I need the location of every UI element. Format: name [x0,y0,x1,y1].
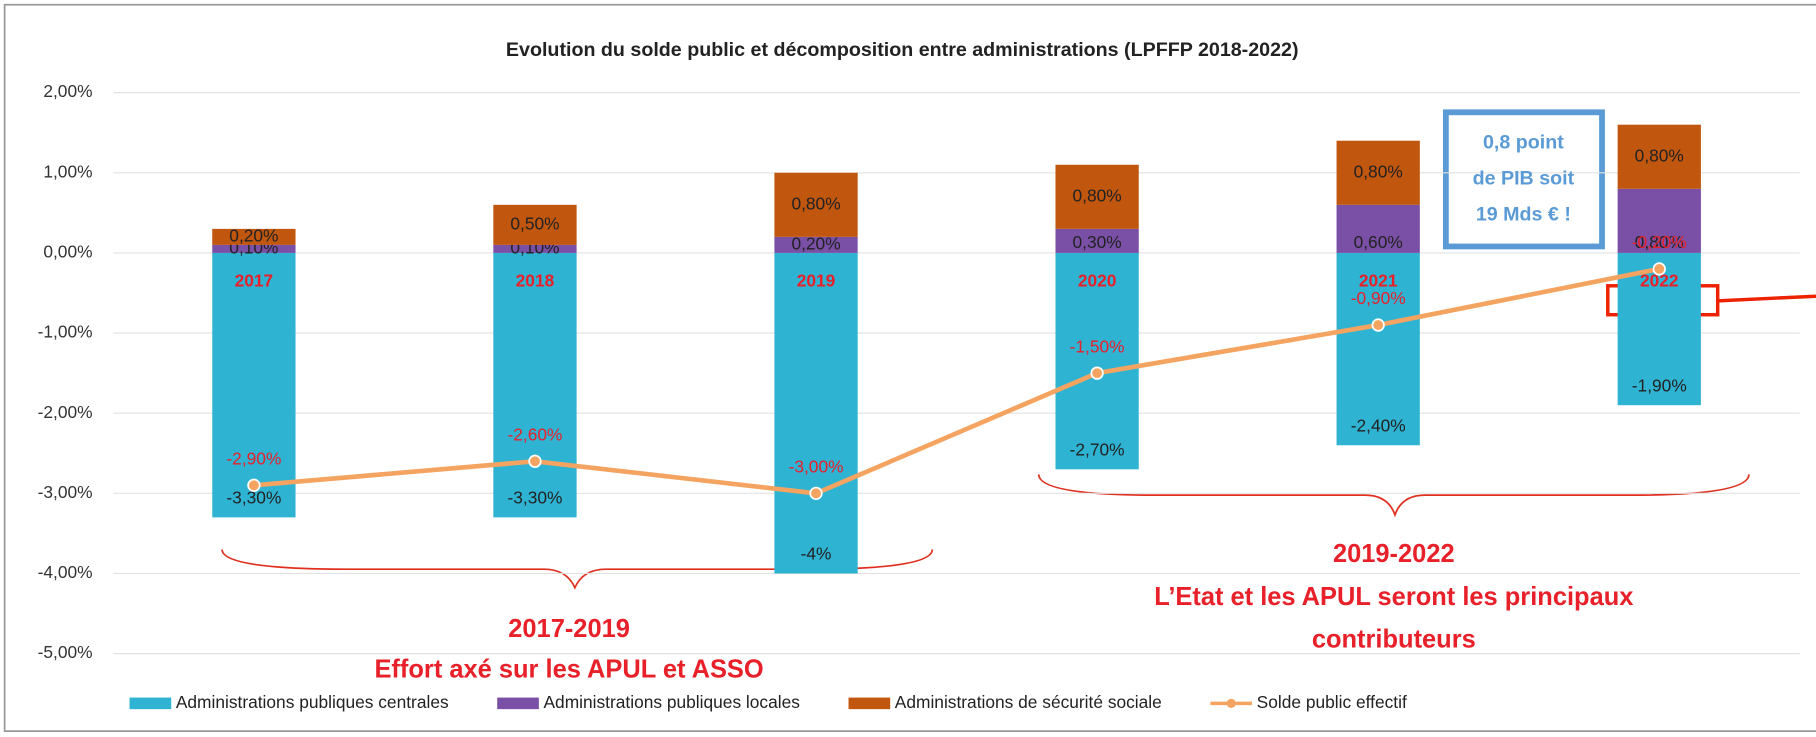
bar-segment [212,228,296,245]
bar-segment [1055,164,1139,229]
data-label: 0,80% [791,193,840,213]
line-label: -0,20% [1632,232,1687,252]
category-label: 2021 [1359,270,1398,290]
bar-segment [1055,228,1139,253]
data-label: 0,80% [1635,145,1684,165]
y-tick-label: 2,00% [43,81,92,101]
y-tick-label: -1,00% [38,322,93,342]
category-label: 2019 [797,270,836,290]
bar-segment [1617,124,1701,189]
callout-box [1442,109,1605,250]
data-label: -2,70% [1070,439,1125,459]
chart-title: Evolution du solde public et décompositi… [506,39,1299,61]
line-series [253,266,1660,496]
data-label: 0,20% [791,233,840,253]
data-label: 0,60% [1354,232,1403,252]
bar-segment [774,172,858,237]
data-label: -2,40% [1351,415,1406,435]
line-point [247,478,261,492]
chart-frame [3,3,1816,732]
line-label: -2,60% [507,424,562,444]
data-label: -4% [801,544,832,564]
legend-marker [1226,698,1236,708]
y-tick-label: 1,00% [43,161,92,181]
line-label: -2,90% [226,448,281,468]
data-label: -3,30% [507,487,562,507]
legend-label: Solde public effectif [1257,692,1407,712]
line-label: -1,50% [1070,336,1125,356]
category-label: 2017 [235,270,274,290]
bar-segment [1055,252,1139,470]
annotation-text: 2019-2022 [1333,540,1455,568]
annotation-text: contributeurs [1312,626,1476,654]
bar-segment [493,204,577,245]
line-point [528,454,542,468]
legend-label: Administrations de sécurité sociale [895,692,1162,712]
y-tick-label: -3,00% [38,482,93,502]
y-tick-label: -5,00% [38,642,93,662]
data-label: 0,20% [229,225,278,245]
line-point [1371,318,1385,332]
data-label: 0,80% [1354,161,1403,181]
bar-segment [1336,204,1420,253]
bar-segment [1336,252,1420,446]
data-label: 0,30% [1073,232,1122,252]
bar-segment [212,244,296,253]
annotation-text: L’Etat et les APUL seront les principaux [1154,583,1633,611]
bar-segment [493,244,577,253]
bar-segment [1617,188,1701,253]
brace-right [1037,474,1750,518]
bar-segment [212,252,296,518]
line-label: -3,00% [789,456,844,476]
data-label: -3,30% [226,487,281,507]
legend-swatch [497,697,539,710]
y-tick-label: -2,00% [38,402,93,422]
category-label: 2020 [1078,270,1117,290]
bar-segment [493,252,577,518]
legend-label: Administrations publiques centrales [176,692,449,712]
line-point [809,486,823,500]
legend-swatch [129,697,172,710]
category-label: 2022 [1640,270,1679,290]
data-label: 0,80% [1635,232,1684,252]
bar-segment [774,236,858,253]
line-label: -0,90% [1351,288,1406,308]
annotation-text: 0,8 point [1483,132,1564,154]
line-point [1652,262,1666,276]
category-label: 2018 [516,270,555,290]
bar-segment [1336,140,1420,205]
bar-segment [1617,252,1701,406]
y-tick-label: 0,00% [43,241,92,261]
annotation-text: 2017-2019 [508,615,630,643]
bar-segment [774,252,858,574]
highlight-arrow [1717,294,1816,303]
brace-left [221,549,934,590]
legend-swatch [848,697,891,710]
data-label: 0,80% [1073,185,1122,205]
legend-label: Administrations publiques locales [543,692,800,712]
annotation-text: de PIB soit [1473,168,1575,190]
line-point [1090,366,1104,380]
data-label: -1,90% [1632,375,1687,395]
y-tick-label: -4,00% [38,562,93,582]
annotation-text: 19 Mds € ! [1476,203,1571,225]
annotation-text: Effort axé sur les APUL et ASSO [374,656,763,684]
data-label: 0,50% [510,213,559,233]
